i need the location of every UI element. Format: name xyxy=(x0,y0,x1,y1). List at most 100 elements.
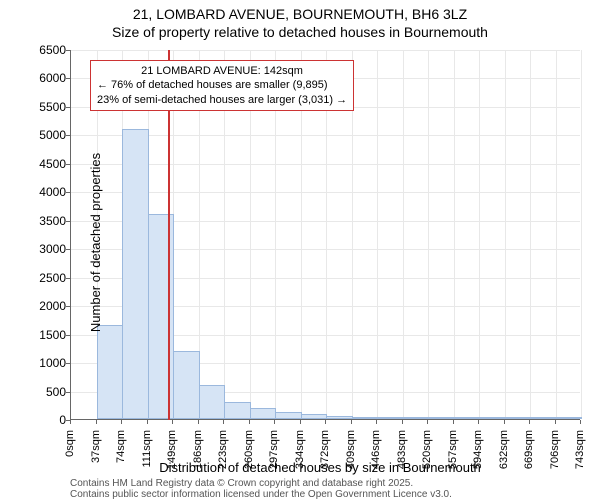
histogram-chart: 21, LOMBARD AVENUE, BOURNEMOUTH, BH6 3LZ… xyxy=(0,0,600,500)
ytick-mark xyxy=(66,135,70,136)
xtick-label: 372sqm xyxy=(319,430,331,480)
ytick-mark xyxy=(66,392,70,393)
xtick-mark xyxy=(172,420,173,424)
xtick-label: 743sqm xyxy=(574,430,586,480)
ytick-mark xyxy=(66,306,70,307)
gridline-v xyxy=(403,50,404,419)
ytick-mark xyxy=(66,107,70,108)
xtick-mark xyxy=(427,420,428,424)
xtick-mark xyxy=(223,420,224,424)
xtick-label: 0sqm xyxy=(64,430,76,480)
xtick-mark xyxy=(198,420,199,424)
ytick-mark xyxy=(66,50,70,51)
histogram-bar xyxy=(173,351,200,419)
gridline-v xyxy=(454,50,455,419)
histogram-bar xyxy=(428,417,455,419)
xtick-mark xyxy=(478,420,479,424)
footer-line2: Contains public sector information licen… xyxy=(70,489,452,500)
y-axis-label: Number of detached properties xyxy=(88,153,103,332)
histogram-bar xyxy=(556,417,583,419)
gridline-v xyxy=(581,50,582,419)
xtick-label: 594sqm xyxy=(472,430,484,480)
xtick-label: 37sqm xyxy=(90,430,102,480)
histogram-bar xyxy=(326,416,353,419)
xtick-mark xyxy=(453,420,454,424)
histogram-bar xyxy=(479,417,506,419)
ytick-mark xyxy=(66,335,70,336)
xtick-label: 632sqm xyxy=(498,430,510,480)
ytick-label: 5000 xyxy=(16,128,66,142)
xtick-mark xyxy=(70,420,71,424)
xtick-label: 706sqm xyxy=(549,430,561,480)
ytick-label: 6000 xyxy=(16,71,66,85)
ytick-label: 3000 xyxy=(16,242,66,256)
ytick-mark xyxy=(66,192,70,193)
histogram-bar xyxy=(377,417,404,419)
xtick-label: 223sqm xyxy=(217,430,229,480)
xtick-mark xyxy=(249,420,250,424)
xtick-mark xyxy=(147,420,148,424)
chart-title-line1: 21, LOMBARD AVENUE, BOURNEMOUTH, BH6 3LZ xyxy=(0,6,600,22)
xtick-label: 186sqm xyxy=(192,430,204,480)
annotation-line1: 21 LOMBARD AVENUE: 142sqm xyxy=(97,64,347,78)
xtick-label: 149sqm xyxy=(166,430,178,480)
ytick-label: 500 xyxy=(16,385,66,399)
histogram-bar xyxy=(97,325,124,419)
xtick-mark xyxy=(274,420,275,424)
ytick-mark xyxy=(66,221,70,222)
annotation-line3: 23% of semi-detached houses are larger (… xyxy=(97,93,347,107)
xtick-mark xyxy=(325,420,326,424)
xtick-mark xyxy=(402,420,403,424)
xtick-mark xyxy=(300,420,301,424)
ytick-label: 0 xyxy=(16,413,66,427)
xtick-label: 111sqm xyxy=(141,430,153,480)
xtick-mark xyxy=(555,420,556,424)
gridline-v xyxy=(377,50,378,419)
histogram-bar xyxy=(530,417,557,419)
histogram-bar xyxy=(199,385,226,419)
xtick-label: 483sqm xyxy=(396,430,408,480)
gridline-v xyxy=(556,50,557,419)
histogram-bar xyxy=(275,412,302,419)
histogram-bar xyxy=(454,417,481,419)
xtick-mark xyxy=(504,420,505,424)
ytick-label: 5500 xyxy=(16,100,66,114)
ytick-label: 3500 xyxy=(16,214,66,228)
xtick-label: 297sqm xyxy=(268,430,280,480)
xtick-label: 260sqm xyxy=(243,430,255,480)
xtick-mark xyxy=(351,420,352,424)
histogram-bar xyxy=(224,402,251,419)
ytick-mark xyxy=(66,78,70,79)
xtick-mark xyxy=(121,420,122,424)
ytick-label: 2000 xyxy=(16,299,66,313)
histogram-bar xyxy=(505,417,532,419)
ytick-label: 1000 xyxy=(16,356,66,370)
ytick-mark xyxy=(66,363,70,364)
xtick-label: 409sqm xyxy=(345,430,357,480)
histogram-bar xyxy=(352,417,379,419)
xtick-label: 446sqm xyxy=(370,430,382,480)
annotation-box: 21 LOMBARD AVENUE: 142sqm ← 76% of detac… xyxy=(90,60,354,111)
annotation-line2: ← 76% of detached houses are smaller (9,… xyxy=(97,78,347,92)
gridline-v xyxy=(505,50,506,419)
xtick-label: 334sqm xyxy=(294,430,306,480)
ytick-label: 1500 xyxy=(16,328,66,342)
xtick-label: 669sqm xyxy=(523,430,535,480)
ytick-label: 6500 xyxy=(16,43,66,57)
xtick-label: 557sqm xyxy=(447,430,459,480)
histogram-bar xyxy=(250,408,277,419)
ytick-mark xyxy=(66,278,70,279)
ytick-label: 2500 xyxy=(16,271,66,285)
ytick-label: 4500 xyxy=(16,157,66,171)
ytick-label: 4000 xyxy=(16,185,66,199)
gridline-v xyxy=(530,50,531,419)
xtick-mark xyxy=(376,420,377,424)
gridline-v xyxy=(428,50,429,419)
xtick-label: 520sqm xyxy=(421,430,433,480)
histogram-bar xyxy=(301,414,328,419)
xtick-mark xyxy=(96,420,97,424)
xtick-mark xyxy=(529,420,530,424)
gridline-v xyxy=(479,50,480,419)
chart-title-line2: Size of property relative to detached ho… xyxy=(0,24,600,40)
xtick-mark xyxy=(580,420,581,424)
